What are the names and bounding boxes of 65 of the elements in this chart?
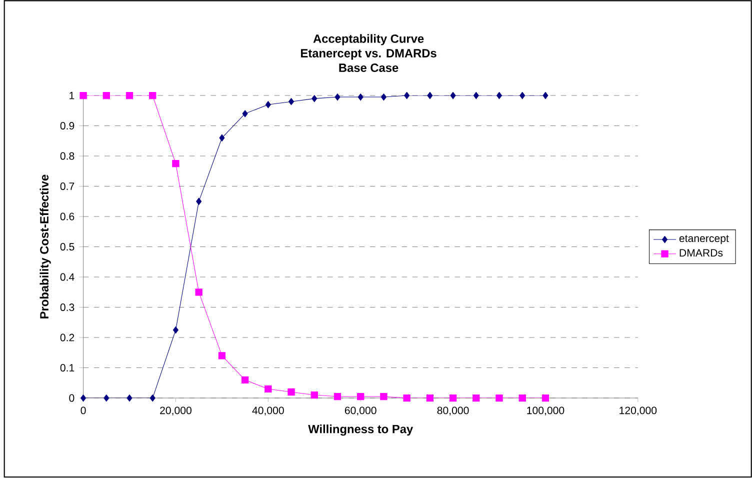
point — [195, 288, 202, 296]
point — [172, 160, 180, 168]
point — [310, 392, 318, 399]
point — [219, 134, 225, 142]
point — [427, 92, 433, 100]
x-tick-label: 120,000 — [620, 406, 657, 416]
y-tick-label: 1 — [70, 92, 74, 100]
point — [450, 92, 456, 100]
point — [126, 92, 134, 100]
x-tick-label: 40,000 — [252, 406, 284, 416]
y-tick-label: 0.1 — [60, 364, 74, 372]
point — [196, 198, 202, 206]
point — [334, 393, 342, 400]
x-tick-label: 0 — [80, 406, 86, 414]
point — [126, 394, 132, 402]
point — [496, 394, 503, 402]
y-tick-label: 0.4 — [60, 273, 74, 281]
point — [150, 394, 156, 402]
y-tick-label: 0 — [69, 394, 74, 402]
point — [449, 394, 457, 402]
x-tick-label: 100,000 — [527, 406, 564, 416]
point — [172, 326, 178, 334]
y-tick-label: 0.2 — [60, 334, 74, 342]
point — [242, 110, 248, 118]
point — [403, 394, 410, 402]
y-tick-label: 0.5 — [60, 243, 74, 251]
point — [518, 394, 526, 402]
point — [496, 92, 502, 100]
point — [218, 352, 226, 360]
legend-label: etanercept — [679, 235, 729, 244]
y-tick-label: 0.9 — [60, 122, 74, 130]
point — [80, 92, 87, 100]
y-tick-label: 0.8 — [60, 152, 74, 160]
point — [380, 94, 386, 101]
point — [265, 101, 271, 108]
point — [542, 92, 548, 100]
y-tick-label: 0.7 — [60, 182, 74, 190]
point — [404, 92, 410, 100]
point — [288, 98, 294, 106]
point — [426, 394, 434, 402]
legend-label: DMARDs — [680, 249, 723, 257]
point — [473, 92, 479, 100]
point — [80, 394, 86, 402]
point — [264, 386, 272, 393]
x-tick-label: 80,000 — [437, 406, 469, 416]
point — [542, 394, 550, 402]
point — [357, 393, 364, 400]
x-tick-label: 20,000 — [160, 406, 192, 416]
point — [334, 94, 340, 101]
y-tick-label: 0.6 — [60, 212, 74, 220]
chart-title: Acceptability Curve Etanercept vs. DMARDs Base Case — [301, 34, 436, 72]
point — [149, 92, 156, 100]
point — [241, 376, 249, 384]
point — [380, 393, 388, 400]
y-tick-label: 0.3 — [60, 304, 74, 312]
point — [472, 394, 480, 402]
x-tick-label: 60,000 — [344, 406, 376, 416]
point — [104, 394, 110, 402]
point — [288, 388, 295, 396]
point — [102, 92, 110, 100]
y-axis-title: Probability Cost-Effective — [40, 174, 51, 319]
point — [520, 92, 526, 100]
x-axis-title: Willingness to Pay — [308, 424, 414, 436]
point — [358, 94, 364, 101]
point — [312, 95, 318, 102]
